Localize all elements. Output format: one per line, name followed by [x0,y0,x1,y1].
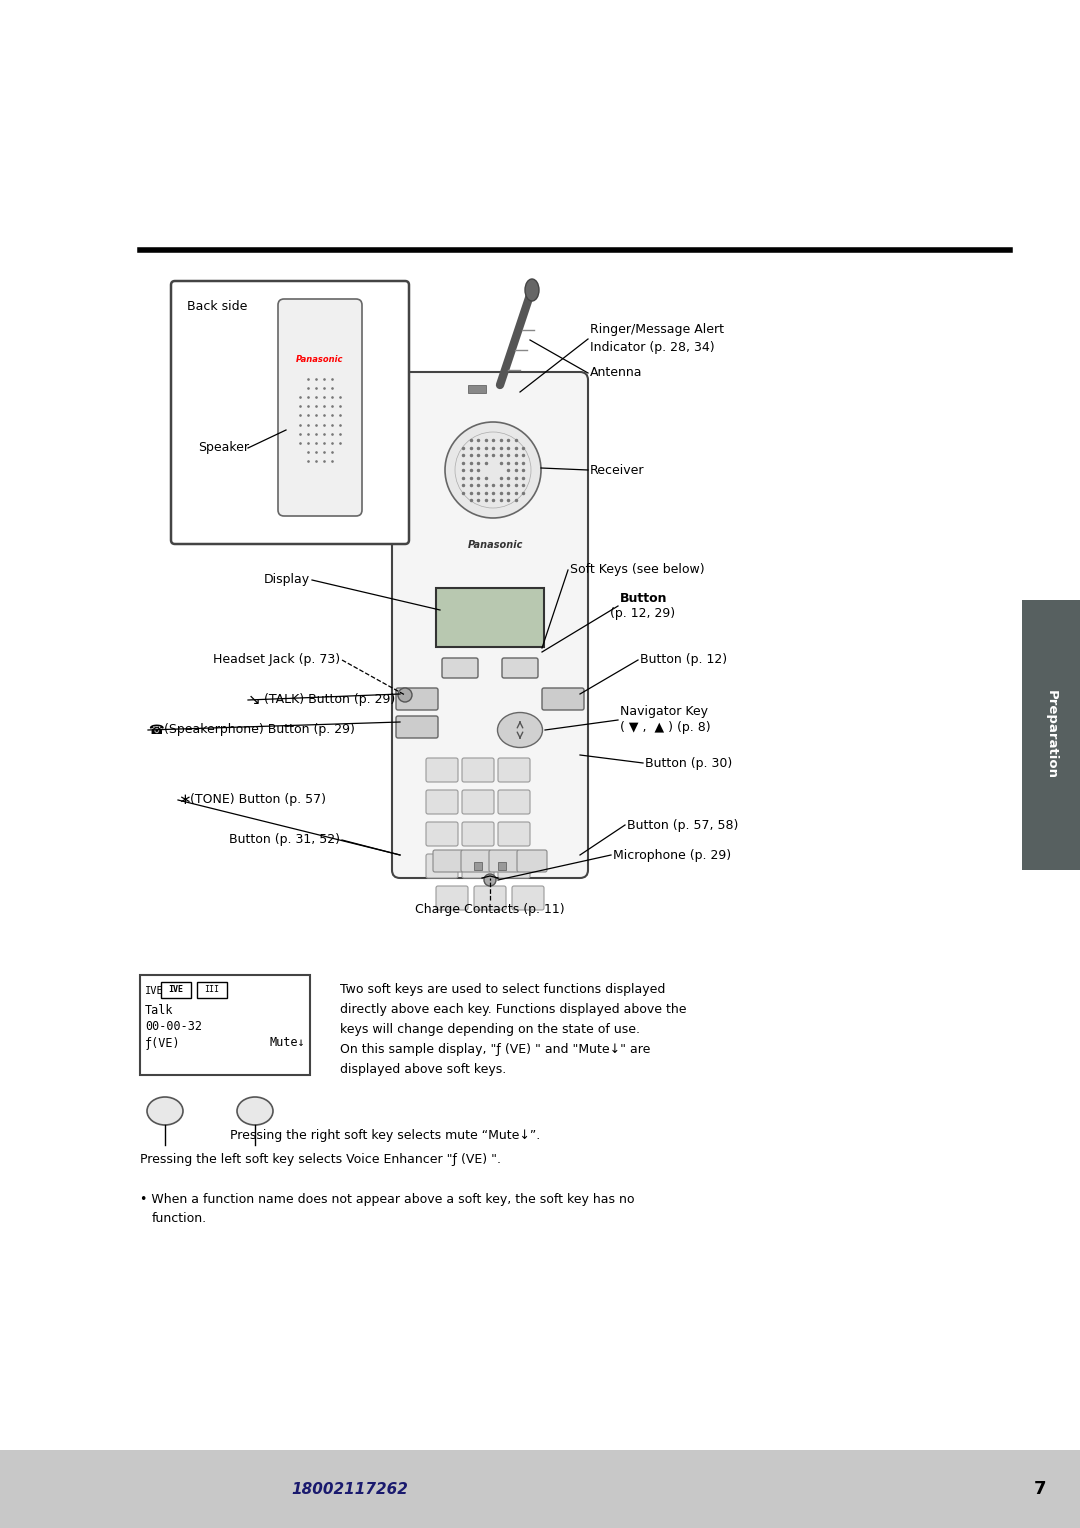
Circle shape [484,874,496,886]
Ellipse shape [237,1097,273,1125]
FancyBboxPatch shape [498,790,530,814]
FancyBboxPatch shape [498,822,530,847]
Text: ☎: ☎ [148,723,164,736]
Text: Receiver: Receiver [590,463,645,477]
FancyBboxPatch shape [498,854,530,879]
FancyBboxPatch shape [442,659,478,678]
Text: Button: Button [620,591,667,605]
Text: Pressing the right soft key selects mute “Mute↓”.: Pressing the right soft key selects mute… [230,1129,540,1141]
Text: Panasonic: Panasonic [296,356,343,365]
Text: Mute↓: Mute↓ [269,1036,305,1050]
FancyBboxPatch shape [396,688,438,711]
FancyBboxPatch shape [433,850,463,872]
Text: (p. 12, 29): (p. 12, 29) [610,608,675,620]
FancyBboxPatch shape [542,688,584,711]
Text: Two soft keys are used to select functions displayed: Two soft keys are used to select functio… [340,983,665,996]
Bar [474,862,482,869]
Ellipse shape [525,280,539,301]
Text: • When a function name does not appear above a soft key, the soft key has no: • When a function name does not appear a… [140,1193,635,1207]
Text: directly above each key. Functions displayed above the: directly above each key. Functions displ… [340,1002,687,1016]
Text: Navigator Key: Navigator Key [620,706,708,718]
FancyBboxPatch shape [489,850,519,872]
Text: function.: function. [152,1212,207,1224]
FancyBboxPatch shape [462,854,494,879]
Text: Talk: Talk [145,1004,174,1018]
Bar [498,862,507,869]
Text: 18002117262: 18002117262 [292,1482,408,1496]
Bar [468,385,486,393]
Text: ↘: ↘ [248,692,260,707]
FancyBboxPatch shape [161,983,191,998]
Text: IVE: IVE [145,986,164,996]
FancyBboxPatch shape [278,299,362,516]
Text: Headset Jack (p. 73): Headset Jack (p. 73) [213,654,340,666]
FancyBboxPatch shape [426,822,458,847]
FancyBboxPatch shape [502,659,538,678]
Text: Antenna: Antenna [590,367,643,379]
FancyBboxPatch shape [512,886,544,911]
Text: displayed above soft keys.: displayed above soft keys. [340,1062,507,1076]
Text: On this sample display, "ƒ (VE) " and "Mute↓" are: On this sample display, "ƒ (VE) " and "M… [340,1042,650,1056]
Text: Pressing the left soft key selects Voice Enhancer "ƒ (VE) ".: Pressing the left soft key selects Voice… [140,1154,501,1166]
FancyBboxPatch shape [426,790,458,814]
Ellipse shape [498,712,542,747]
Text: IVE: IVE [168,986,184,995]
FancyBboxPatch shape [436,886,468,911]
Text: Button (p. 12): Button (p. 12) [640,654,727,666]
Text: Microphone (p. 29): Microphone (p. 29) [613,848,731,862]
Text: Charge Contacts (p. 11): Charge Contacts (p. 11) [415,903,565,917]
FancyBboxPatch shape [462,822,494,847]
FancyBboxPatch shape [517,850,546,872]
Text: ∗: ∗ [178,793,191,807]
FancyBboxPatch shape [426,758,458,782]
FancyBboxPatch shape [197,983,227,998]
FancyBboxPatch shape [436,588,544,646]
Text: (TONE) Button (p. 57): (TONE) Button (p. 57) [190,793,326,807]
Text: (Speakerphone) Button (p. 29): (Speakerphone) Button (p. 29) [164,723,355,736]
Bar [140,975,310,1076]
Text: Speaker: Speaker [198,442,249,454]
Text: ( ▼ ,  ▲ ) (p. 8): ( ▼ , ▲ ) (p. 8) [620,721,711,735]
FancyBboxPatch shape [461,850,491,872]
Text: Back side: Back side [187,301,247,313]
FancyBboxPatch shape [462,790,494,814]
Text: Button (p. 57, 58): Button (p. 57, 58) [627,819,739,831]
FancyBboxPatch shape [462,758,494,782]
FancyBboxPatch shape [474,886,507,911]
FancyBboxPatch shape [396,717,438,738]
FancyBboxPatch shape [426,854,458,879]
FancyBboxPatch shape [171,281,409,544]
Text: keys will change depending on the state of use.: keys will change depending on the state … [340,1022,640,1036]
Bar [1022,601,1080,869]
Text: Ringer/Message Alert: Ringer/Message Alert [590,324,724,336]
Text: Button (p. 31, 52): Button (p. 31, 52) [229,833,340,847]
Text: Button (p. 30): Button (p. 30) [645,756,732,770]
Ellipse shape [147,1097,183,1125]
Text: Display: Display [264,573,310,587]
Text: Indicator (p. 28, 34): Indicator (p. 28, 34) [590,341,715,354]
Circle shape [399,688,411,701]
Text: (TALK) Button (p. 29): (TALK) Button (p. 29) [264,694,395,706]
Text: Panasonic: Panasonic [468,539,523,550]
Text: ƒ(VE): ƒ(VE) [145,1036,180,1050]
FancyBboxPatch shape [498,758,530,782]
FancyBboxPatch shape [392,371,588,879]
Text: 7: 7 [1034,1481,1047,1497]
Text: 00-00-32: 00-00-32 [145,1021,202,1033]
Bar [0,1450,1080,1528]
Text: Preparation: Preparation [1044,691,1057,779]
Text: III: III [204,986,219,995]
Circle shape [445,422,541,518]
Text: Soft Keys (see below): Soft Keys (see below) [570,564,704,576]
